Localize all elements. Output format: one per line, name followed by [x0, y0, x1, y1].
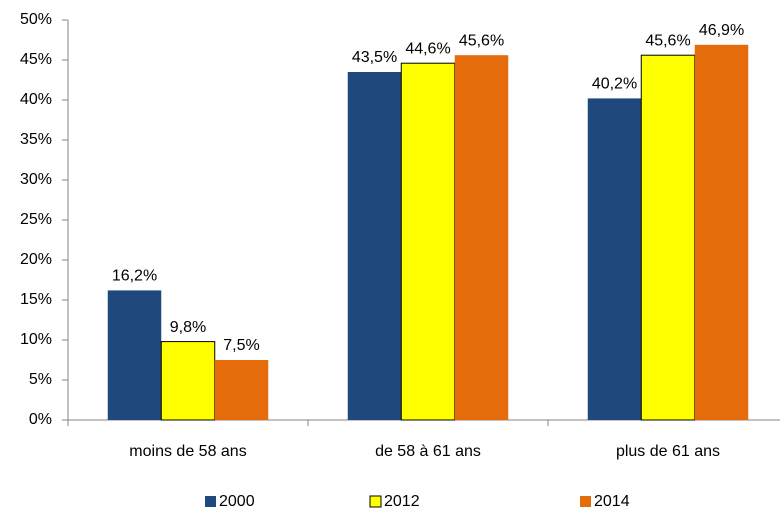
- legend-swatch: [205, 496, 216, 507]
- legend-swatch: [580, 496, 591, 507]
- bar: [400, 62, 456, 421]
- value-label: 45,6%: [459, 32, 504, 49]
- value-label: 40,2%: [592, 76, 637, 93]
- bar: [454, 55, 509, 420]
- y-tick-label: 5%: [29, 371, 52, 388]
- y-tick-label: 0%: [29, 411, 52, 428]
- x-tick-label: de 58 à 61 ans: [375, 443, 481, 460]
- bar: [160, 341, 216, 421]
- value-label: 7,5%: [223, 337, 259, 354]
- value-label: 45,6%: [645, 32, 690, 49]
- bar: [587, 98, 642, 421]
- value-label: 16,2%: [112, 268, 157, 285]
- value-label: 46,9%: [699, 22, 744, 39]
- legend-label: 2014: [594, 493, 630, 510]
- y-tick-label: 35%: [20, 131, 52, 148]
- y-tick-label: 45%: [20, 51, 52, 68]
- y-tick-label: 25%: [20, 211, 52, 228]
- y-tick-label: 40%: [20, 91, 52, 108]
- y-tick-label: 50%: [20, 11, 52, 28]
- bar: [694, 44, 749, 421]
- bar: [214, 360, 269, 420]
- x-tick-label: plus de 61 ans: [616, 443, 720, 460]
- bar: [107, 290, 162, 420]
- bar: [347, 72, 402, 420]
- x-tick-label: moins de 58 ans: [129, 443, 246, 460]
- y-tick-label: 15%: [20, 291, 52, 308]
- y-tick-label: 20%: [20, 251, 52, 268]
- value-label: 44,6%: [405, 40, 450, 57]
- legend-label: 2012: [384, 493, 420, 510]
- value-label: 9,8%: [170, 319, 206, 336]
- bar: [640, 54, 696, 421]
- legend-swatch: [369, 495, 382, 508]
- legend-label: 2000: [219, 493, 255, 510]
- y-tick-label: 30%: [20, 171, 52, 188]
- value-label: 43,5%: [352, 49, 397, 66]
- y-tick-label: 10%: [20, 331, 52, 348]
